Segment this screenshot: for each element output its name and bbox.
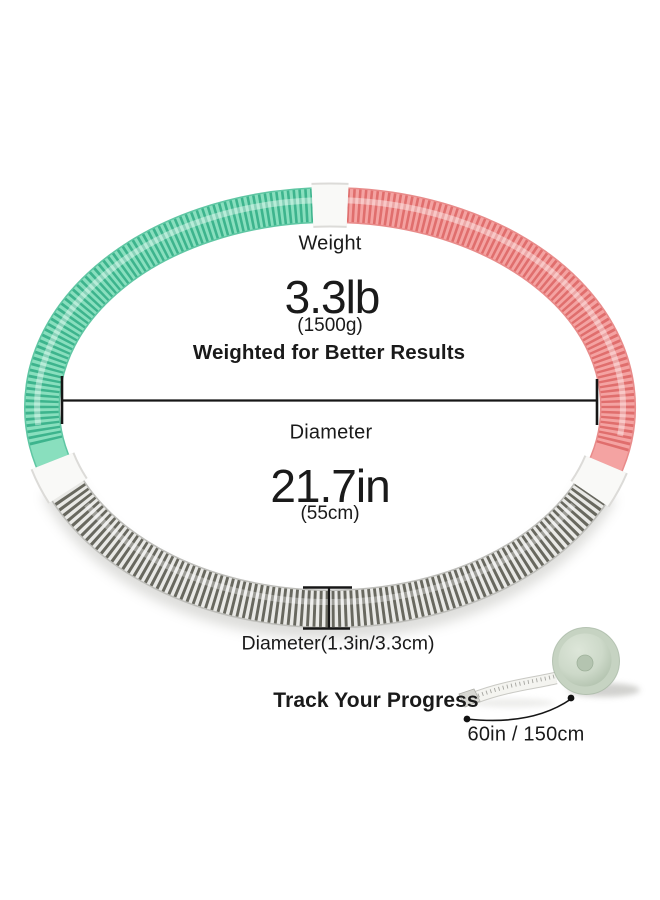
diameter-label: Diameter xyxy=(289,421,373,444)
weight-tagline: Weighted for Better Results xyxy=(192,341,466,364)
weight-value: 3.3lb xyxy=(284,271,381,323)
hoop-section-pink xyxy=(329,187,636,489)
tape-strip-shadow xyxy=(470,698,554,708)
weight-metric: (1500g) xyxy=(297,315,363,336)
hoop-connector-right xyxy=(570,454,628,508)
hoop-section-green xyxy=(24,187,331,485)
tape-body-button xyxy=(576,654,594,672)
tape-length-arrow xyxy=(463,694,575,723)
tape-progress-label: Track Your Progress xyxy=(273,689,479,712)
tape-clip xyxy=(458,688,481,708)
tape-measure-illustration xyxy=(458,627,640,723)
tube-diameter-label: Diameter(1.3in/3.3cm) xyxy=(241,632,435,655)
tube-diameter-marker xyxy=(303,586,352,630)
diameter-value: 21.7in xyxy=(270,460,390,512)
hoop-connector-left xyxy=(30,451,88,504)
diameter-dimension-line xyxy=(60,376,599,425)
weight-label: Weight xyxy=(298,232,362,255)
diameter-metric: (55cm) xyxy=(300,503,360,524)
tape-length-label: 60in / 150cm xyxy=(467,723,585,746)
